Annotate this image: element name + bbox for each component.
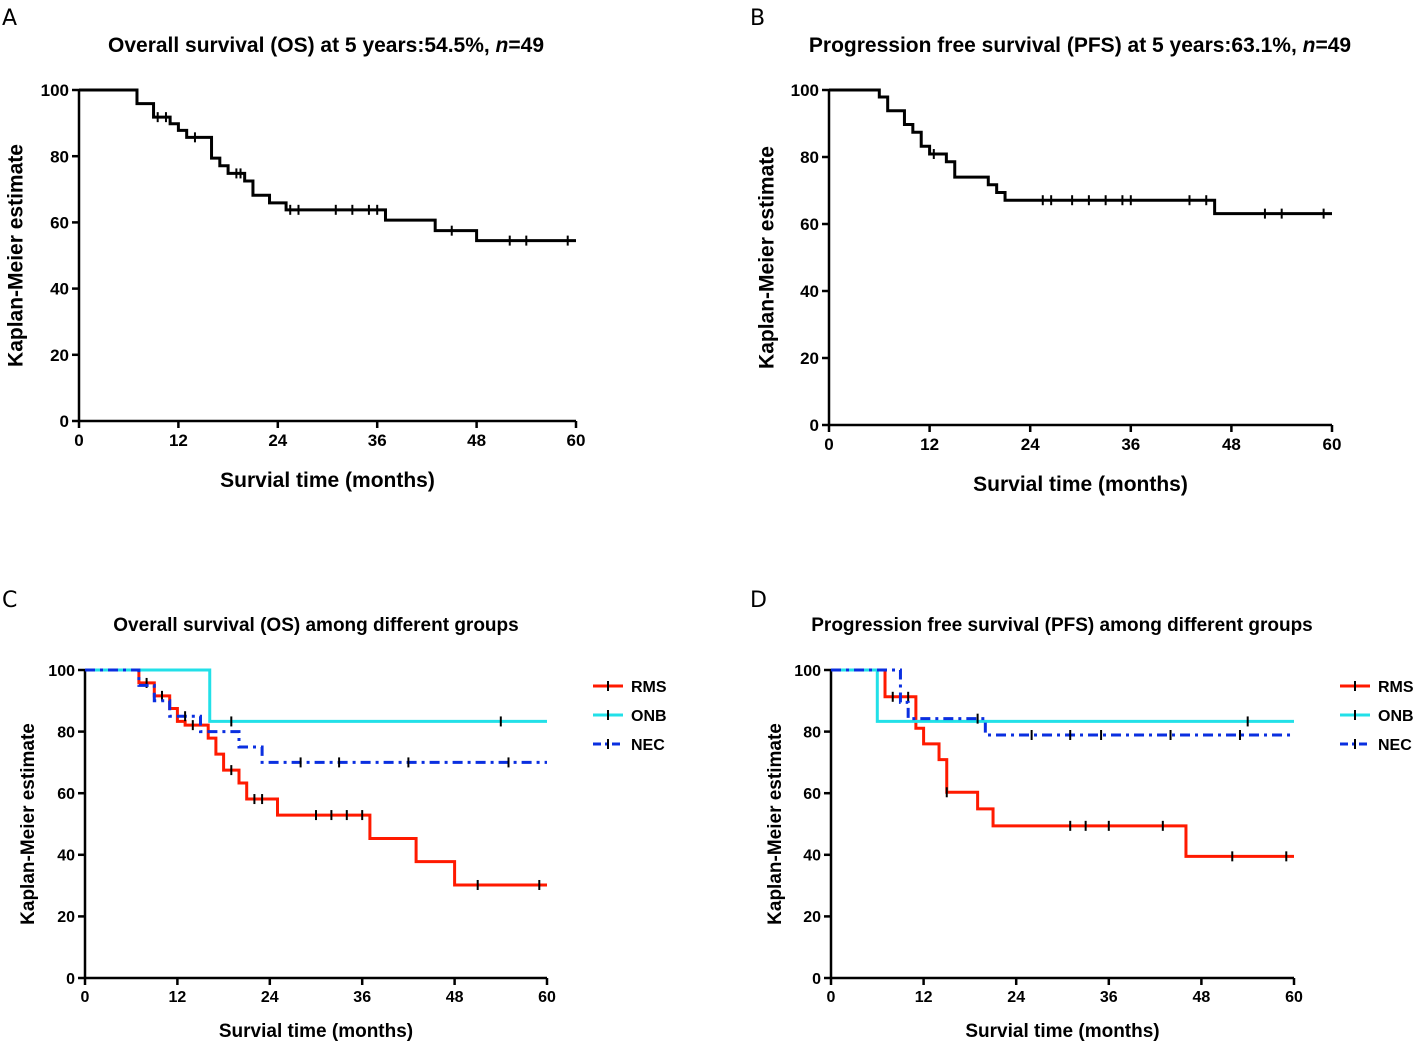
x-tick-label: 0: [74, 431, 83, 450]
y-tick-label: 40: [803, 848, 821, 865]
x-tick-label: 48: [467, 431, 486, 450]
series-line-onb: [85, 668, 547, 723]
y-tick-label: 80: [800, 148, 819, 167]
x-tick-label: 60: [538, 989, 556, 1006]
y-tick-label: 80: [50, 147, 69, 166]
panel-letter: D: [750, 588, 767, 613]
legend-label-nec: NEC: [1378, 737, 1412, 754]
x-tick-label: 60: [1285, 989, 1303, 1006]
y-tick-label: 80: [57, 724, 75, 741]
y-tick-label: 100: [791, 81, 819, 100]
y-axis-label: Kaplan-Meier estimate: [18, 723, 39, 925]
x-tick-label: 48: [1193, 989, 1211, 1006]
series-line-rms: [85, 668, 547, 887]
x-axis-label: Survial time (months): [220, 469, 435, 492]
x-tick-label: 12: [920, 435, 939, 454]
x-tick-label: 24: [268, 431, 287, 450]
y-tick-label: 40: [57, 848, 75, 865]
y-tick-label: 0: [812, 971, 821, 988]
series-line-rms: [831, 668, 1294, 858]
panel-c: C Overall survival (OS) among different g…: [2, 588, 667, 1042]
x-tick-label: 0: [824, 435, 833, 454]
x-tick-label: 60: [1323, 435, 1342, 454]
y-tick-label: 80: [803, 724, 821, 741]
y-tick-label: 20: [803, 909, 821, 926]
panel-letter: A: [2, 6, 17, 31]
y-tick-label: 20: [57, 909, 75, 926]
x-tick-label: 24: [1007, 989, 1025, 1006]
y-tick-label: 40: [50, 280, 69, 299]
x-tick-label: 36: [1100, 989, 1118, 1006]
x-tick-label: 36: [368, 431, 387, 450]
y-tick-label: 100: [794, 663, 821, 680]
x-axis-label: Survial time (months): [219, 1021, 413, 1042]
y-axis-label: Kaplan-Meier estimate: [756, 146, 779, 369]
chart-title: Progression free survival (PFS) among di…: [811, 615, 1313, 636]
x-tick-label: 48: [1222, 435, 1241, 454]
series-line-nec: [831, 668, 1294, 737]
y-tick-label: 100: [41, 81, 69, 100]
legend-label-nec: NEC: [631, 737, 665, 754]
y-tick-label: 0: [810, 416, 819, 435]
y-tick-label: 100: [48, 663, 75, 680]
y-tick-label: 60: [800, 215, 819, 234]
x-tick-label: 12: [169, 431, 188, 450]
panel-b: B Progression free survival (PFS) at 5 ye…: [750, 6, 1351, 496]
panel-letter: C: [2, 588, 17, 613]
y-tick-label: 0: [60, 412, 69, 431]
panel-a: A Overall survival (OS) at 5 years:54.5%,…: [2, 6, 585, 492]
series-line-os: [79, 88, 576, 243]
legend-label-onb: ONB: [631, 708, 667, 725]
legend: RMS ONB NEC: [1340, 679, 1414, 754]
chart-title: Overall survival (OS) among different gr…: [113, 615, 518, 636]
y-tick-label: 60: [50, 214, 69, 233]
x-tick-label: 0: [827, 989, 836, 1006]
x-tick-label: 36: [353, 989, 371, 1006]
y-tick-label: 20: [800, 349, 819, 368]
legend: RMS ONB NEC: [593, 679, 667, 754]
legend-label-onb: ONB: [1378, 708, 1414, 725]
x-tick-label: 12: [169, 989, 187, 1006]
legend-label-rms: RMS: [631, 679, 667, 696]
y-tick-label: 40: [800, 282, 819, 301]
x-tick-label: 48: [446, 989, 464, 1006]
x-axis-label: Survial time (months): [973, 473, 1188, 496]
y-tick-label: 20: [50, 346, 69, 365]
x-tick-label: 60: [567, 431, 586, 450]
panel-letter: B: [750, 6, 765, 31]
legend-label-rms: RMS: [1378, 679, 1414, 696]
y-tick-label: 0: [66, 971, 75, 988]
x-tick-label: 24: [261, 989, 279, 1006]
panel-d: D Progression free survival (PFS) among d…: [750, 588, 1414, 1042]
x-tick-label: 0: [81, 989, 90, 1006]
chart-title: Progression free survival (PFS) at 5 yea…: [809, 34, 1351, 57]
x-tick-label: 12: [915, 989, 933, 1006]
x-tick-label: 24: [1021, 435, 1040, 454]
x-tick-label: 36: [1121, 435, 1140, 454]
x-axis-label: Survial time (months): [965, 1021, 1159, 1042]
y-axis-label: Kaplan-Meier estimate: [765, 723, 786, 925]
y-tick-label: 60: [57, 786, 75, 803]
y-axis-label: Kaplan-Meier estimate: [5, 144, 28, 367]
y-tick-label: 60: [803, 786, 821, 803]
series-line-pfs: [829, 88, 1332, 216]
chart-title: Overall survival (OS) at 5 years:54.5%, …: [108, 34, 544, 57]
